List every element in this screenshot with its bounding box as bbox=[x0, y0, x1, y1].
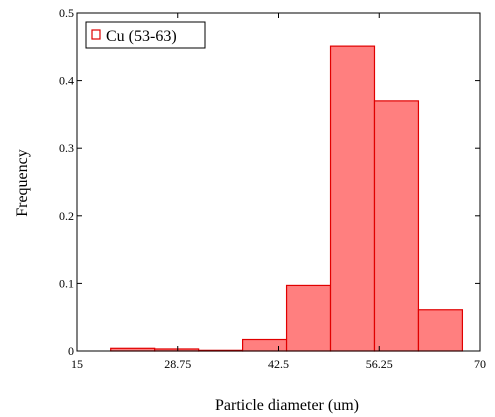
legend: Cu (53-63) bbox=[85, 21, 206, 49]
x-tick-label-4: 70 bbox=[474, 357, 486, 371]
y-tick-label-3: 0.3 bbox=[59, 141, 74, 155]
plot-frame bbox=[76, 12, 481, 352]
histogram-bar-5 bbox=[285, 284, 332, 352]
x-tick-label-2: 42.5 bbox=[268, 357, 289, 371]
histogram-bar-7 bbox=[373, 100, 420, 352]
legend-box bbox=[85, 21, 206, 49]
y-tick-label-0: 0 bbox=[68, 344, 74, 358]
histogram-bar-4 bbox=[241, 338, 288, 352]
bars-layer bbox=[110, 45, 464, 352]
legend-entry-label: Cu (53-63) bbox=[106, 28, 177, 45]
legend-swatch bbox=[91, 29, 101, 40]
y-tick-label-5: 0.5 bbox=[59, 6, 74, 20]
histogram-bar-8 bbox=[417, 309, 464, 352]
histogram-bar-6 bbox=[329, 45, 376, 352]
y-axis-label: Frequency bbox=[14, 149, 31, 217]
axes-layer: 15 28.75 42.5 56.25 70 0 0.1 0.2 0.3 0.4 0.5 bbox=[59, 6, 486, 371]
x-tick-label-0: 15 bbox=[71, 357, 83, 371]
y-tick-label-1: 0.1 bbox=[59, 276, 74, 290]
x-tick-label-1: 28.75 bbox=[164, 357, 191, 371]
y-tick-label-2: 0.2 bbox=[59, 209, 74, 223]
x-tick-label-3: 56.25 bbox=[366, 357, 393, 371]
y-tick-label-4: 0.4 bbox=[59, 74, 74, 88]
x-axis-label: Particle diameter (um) bbox=[215, 397, 359, 414]
